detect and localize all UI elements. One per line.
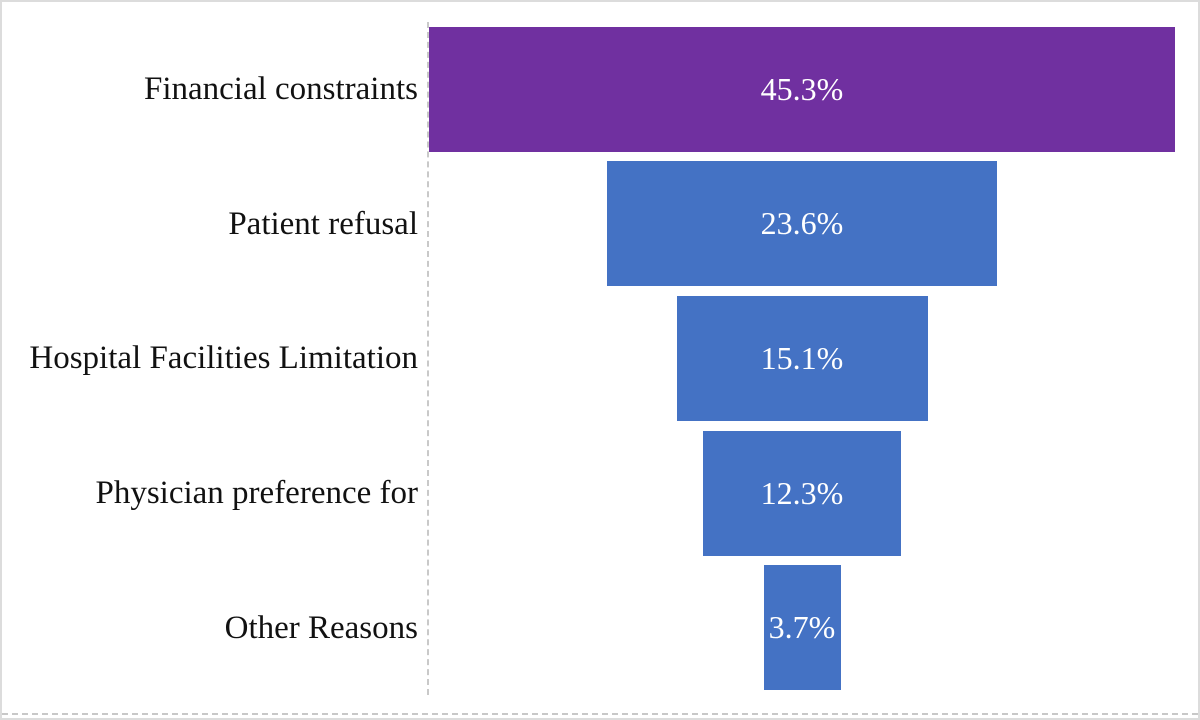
bar-area: 45.3% [427,22,1177,157]
bar-area: 3.7% [427,560,1177,695]
category-label: Other Reasons [224,609,418,646]
bar-area: 12.3% [427,426,1177,561]
funnel-row: Other Reasons 3.7% [2,560,1198,695]
bar-area: 23.6% [427,157,1177,292]
funnel-rows: Financial constraints 45.3% Patient refu… [2,22,1198,695]
funnel-bar[interactable]: 45.3% [429,26,1175,152]
category-label: Patient refusal [228,205,418,242]
dotted-bottom-line [2,713,1198,715]
category-axis-line [427,22,429,695]
category-label: Physician preference for [95,474,418,511]
funnel-bar[interactable]: 12.3% [703,430,901,556]
bar-value-label: 23.6% [760,205,844,242]
category-label: Hospital Facilities Limitation [29,340,418,377]
funnel-row: Patient refusal 23.6% [2,157,1198,292]
bar-value-label: 15.1% [760,339,844,376]
funnel-bar[interactable]: 15.1% [676,295,928,421]
funnel-row: Hospital Facilities Limitation 15.1% [2,291,1198,426]
category-label: Financial constraints [143,71,418,108]
funnel-bar[interactable]: 23.6% [607,161,997,287]
bar-value-label: 45.3% [760,70,844,107]
funnel-row: Physician preference for 12.3% [2,426,1198,561]
bar-value-label: 12.3% [760,474,844,511]
funnel-row: Financial constraints 45.3% [2,22,1198,157]
funnel-bar[interactable]: 3.7% [763,565,841,691]
bar-value-label: 3.7% [768,609,836,646]
bar-area: 15.1% [427,291,1177,426]
